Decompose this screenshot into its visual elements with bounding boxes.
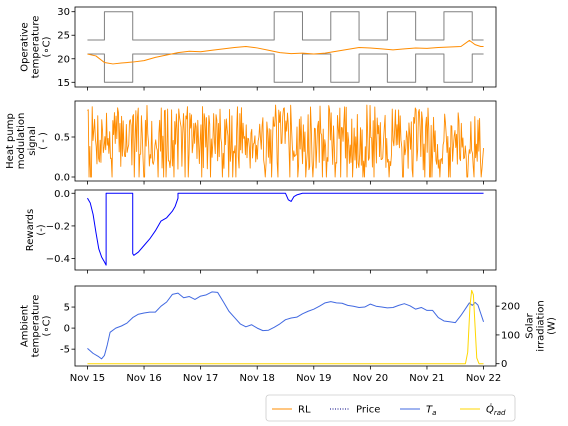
y-tick-label: 25	[57, 31, 70, 42]
y-tick-label: 5	[64, 303, 70, 314]
legend-label-q-rad: Q̇rad	[486, 403, 506, 417]
panel-1: 15 20 25 30	[57, 6, 497, 91]
legend-label-main: Q̇	[486, 403, 494, 416]
x-tick-label: Nov 18	[239, 373, 274, 384]
series-line-rl	[87, 104, 484, 178]
legend-label-sub: rad	[494, 409, 506, 417]
plot-frame	[74, 189, 497, 271]
y-right-tick-label: 200	[501, 302, 520, 313]
plot-frame	[74, 100, 497, 182]
legend-label-rl: RL	[298, 405, 311, 416]
legend-label-main: T	[426, 405, 433, 416]
y-axis-title-line: temperature	[31, 295, 42, 358]
y-axis-title: Operative temperature (∘C)	[20, 16, 53, 79]
plot-frame	[74, 6, 497, 88]
y-tick-label: −0.2	[46, 221, 70, 232]
legend-box	[265, 394, 516, 422]
y-axis-title-line: (∘C)	[42, 36, 53, 57]
y-axis-title-line: Operative	[20, 22, 31, 71]
y-axis-title: Rewards (-)	[25, 209, 47, 251]
x-tick-label: Nov 22	[466, 373, 501, 384]
legend-label-price: Price	[356, 405, 380, 416]
y-axis-title-line: Rewards	[25, 209, 36, 251]
y-right-axis-title-line: Solar	[525, 312, 536, 338]
x-tick-label: Nov 15	[70, 373, 105, 384]
y-axis-title-line: (∘C)	[42, 315, 53, 336]
y-tick-label: 30	[57, 7, 70, 18]
plot-frame	[74, 285, 497, 367]
y-axis-title: Heat pump modulation signal( - )	[5, 113, 49, 170]
y-right-tick-label: 100	[501, 330, 520, 341]
x-tick-label: Nov 21	[409, 373, 444, 384]
y-axis-title: Ambient temperature (∘C)	[20, 295, 53, 358]
series-line-rl	[87, 39, 484, 65]
y-axis-title-line: ( - )	[38, 132, 49, 150]
y-right-axis-title-line: (W)	[547, 317, 558, 335]
legend-label-t-a: Ta	[426, 405, 436, 418]
legend: RL Price Ta Q̇rad	[265, 394, 516, 422]
y-tick-label: 20	[57, 54, 70, 65]
series-line-upper-comfort-bound	[87, 11, 484, 41]
x-tick-label: Nov 19	[296, 373, 331, 384]
y-axis-title-line: modulation	[16, 113, 27, 170]
y-right-tick-label: 0	[501, 359, 507, 370]
series-line-q-rad	[87, 289, 484, 365]
series-line-t-a	[87, 291, 485, 360]
y-tick-label: -5	[60, 345, 70, 356]
legend-label-sub: a	[432, 409, 436, 417]
y-tick-label: 0	[64, 324, 70, 335]
y-axis-title-line: temperature	[31, 16, 42, 79]
series-line-lower-comfort-bound	[87, 53, 484, 83]
series-line-rl-reward	[87, 192, 484, 266]
y-tick-label: −0.4	[46, 254, 70, 265]
y-tick-label: 0.0	[54, 173, 70, 184]
y-right-axis-title-line: irradiation	[536, 300, 547, 351]
y-right-axis-title: Solar irradiation (W)	[525, 300, 558, 351]
x-tick-label: Nov 20	[353, 373, 388, 384]
y-tick-label: 0.0	[54, 189, 70, 200]
x-tick-label: Nov 17	[183, 373, 218, 384]
x-tick-label: Nov 16	[126, 373, 161, 384]
y-axis-title-line: Ambient	[20, 305, 31, 347]
panel-3: 0.0 −0.2 −0.4	[46, 189, 497, 274]
y-tick-label: 15	[57, 78, 70, 89]
y-axis-title-line: (-)	[36, 224, 47, 236]
y-tick-label: 0.5	[54, 133, 70, 144]
y-axis-title-line: signal	[27, 126, 38, 156]
y-axis-title-line: Heat pump	[5, 113, 16, 169]
panel-2: 0.0 0.5	[54, 100, 497, 185]
